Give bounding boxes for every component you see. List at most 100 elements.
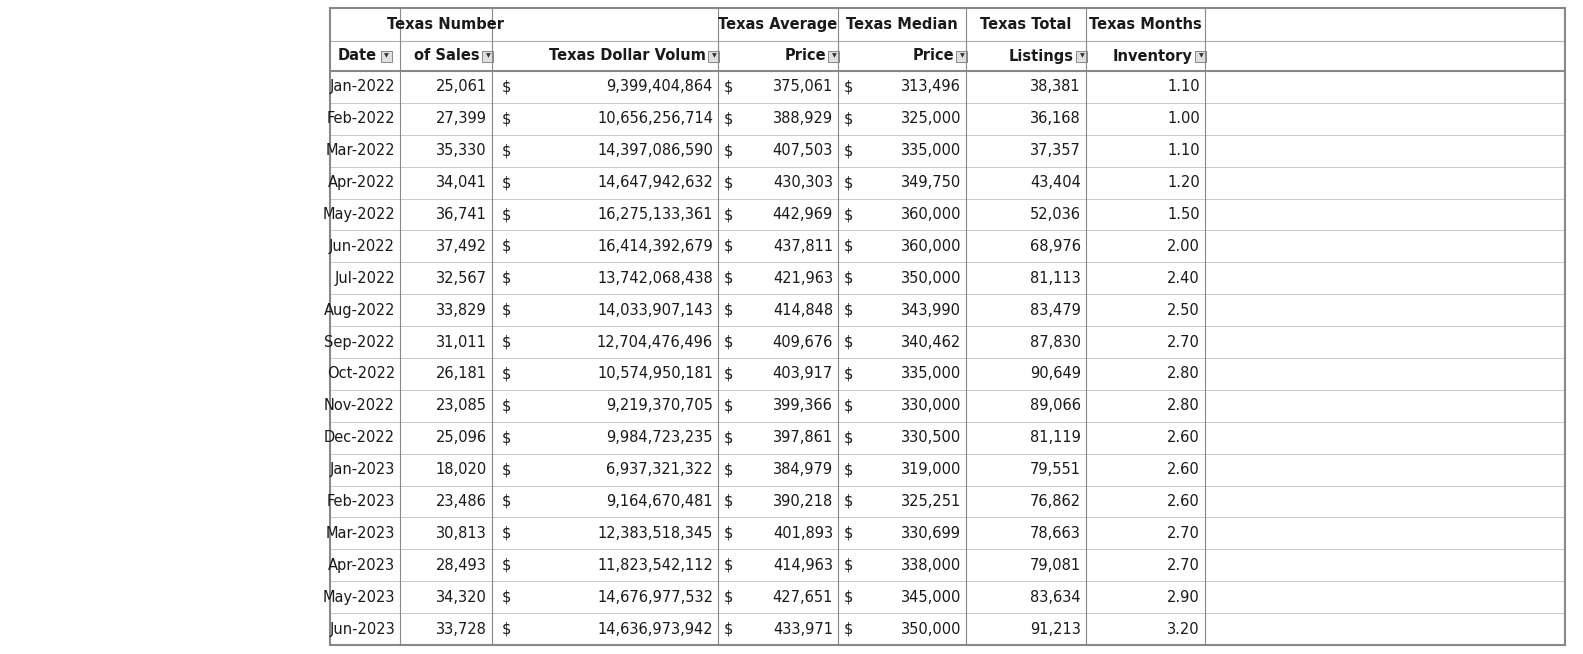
Text: 335,000: 335,000 [901,143,961,158]
Text: Apr-2023: Apr-2023 [328,558,396,573]
Text: May-2022: May-2022 [323,207,396,222]
Text: $: $ [844,175,853,190]
Text: Price: Price [912,48,955,63]
Text: 2.50: 2.50 [1167,303,1200,318]
Text: Price: Price [784,48,826,63]
Text: $: $ [502,558,511,573]
Text: 10,574,950,181: 10,574,950,181 [597,366,712,381]
Text: $: $ [502,207,511,222]
Text: $: $ [502,366,511,381]
Text: 33,829: 33,829 [437,303,488,318]
Text: ▼: ▼ [486,54,491,58]
Text: 76,862: 76,862 [1031,494,1081,509]
Text: $: $ [502,621,511,636]
Text: Nov-2022: Nov-2022 [325,398,396,413]
Text: 2.70: 2.70 [1167,335,1200,349]
Text: $: $ [723,303,733,318]
Text: ▼: ▼ [385,54,389,58]
Text: 9,219,370,705: 9,219,370,705 [606,398,712,413]
FancyBboxPatch shape [382,50,393,61]
Text: $: $ [723,111,733,126]
Text: $: $ [844,430,853,445]
Text: May-2023: May-2023 [323,590,396,605]
Text: $: $ [723,494,733,509]
Text: $: $ [502,430,511,445]
Text: ▼: ▼ [959,54,964,58]
Text: 34,041: 34,041 [437,175,488,190]
Text: Feb-2023: Feb-2023 [326,494,396,509]
Text: ▼: ▼ [712,54,717,58]
Text: 18,020: 18,020 [435,462,488,477]
FancyBboxPatch shape [1195,50,1206,61]
Text: 43,404: 43,404 [1031,175,1081,190]
Text: Texas Median: Texas Median [847,17,958,32]
Text: 25,096: 25,096 [435,430,488,445]
Text: 14,636,973,942: 14,636,973,942 [597,621,712,636]
Text: 360,000: 360,000 [901,207,961,222]
Text: $: $ [844,335,853,349]
Text: 1.20: 1.20 [1167,175,1200,190]
Text: 3.20: 3.20 [1167,621,1200,636]
Text: 14,647,942,632: 14,647,942,632 [597,175,712,190]
Text: Texas Number: Texas Number [388,17,505,32]
Text: ▼: ▼ [1198,54,1203,58]
Text: Jan-2022: Jan-2022 [329,79,396,94]
Text: $: $ [844,303,853,318]
Text: 427,651: 427,651 [773,590,833,605]
Text: 2.00: 2.00 [1167,239,1200,254]
Text: $: $ [723,271,733,286]
Text: $: $ [502,143,511,158]
Text: 13,742,068,438: 13,742,068,438 [597,271,712,286]
Text: 91,213: 91,213 [1031,621,1081,636]
Text: 78,663: 78,663 [1031,526,1081,541]
Text: 414,848: 414,848 [773,303,833,318]
Text: 384,979: 384,979 [773,462,833,477]
Text: 14,033,907,143: 14,033,907,143 [597,303,712,318]
Text: 35,330: 35,330 [437,143,488,158]
Text: $: $ [723,430,733,445]
Text: 81,119: 81,119 [1031,430,1081,445]
Text: 14,397,086,590: 14,397,086,590 [597,143,712,158]
Text: 330,000: 330,000 [901,398,961,413]
Text: $: $ [844,111,853,126]
Text: Aug-2022: Aug-2022 [323,303,396,318]
Text: Mar-2023: Mar-2023 [326,526,396,541]
Text: 350,000: 350,000 [901,621,961,636]
Text: $: $ [723,526,733,541]
Text: Mar-2022: Mar-2022 [326,143,396,158]
Text: Texas Months: Texas Months [1089,17,1201,32]
Text: 26,181: 26,181 [435,366,488,381]
Text: 325,251: 325,251 [901,494,961,509]
Text: 407,503: 407,503 [773,143,833,158]
Text: $: $ [844,494,853,509]
Text: $: $ [723,398,733,413]
Text: 414,963: 414,963 [773,558,833,573]
Text: Jun-2023: Jun-2023 [329,621,396,636]
FancyBboxPatch shape [709,50,720,61]
FancyBboxPatch shape [828,50,839,61]
Text: 9,164,670,481: 9,164,670,481 [606,494,712,509]
Text: 375,061: 375,061 [773,79,833,94]
Text: $: $ [844,143,853,158]
Text: 31,011: 31,011 [437,335,488,349]
Text: 2.70: 2.70 [1167,558,1200,573]
Text: $: $ [844,558,853,573]
Text: $: $ [723,207,733,222]
FancyBboxPatch shape [1076,50,1088,61]
Text: Date: Date [337,48,377,63]
Text: $: $ [844,621,853,636]
Text: Oct-2022: Oct-2022 [326,366,396,381]
Text: Jun-2022: Jun-2022 [329,239,396,254]
Text: $: $ [844,271,853,286]
Text: 38,381: 38,381 [1031,79,1081,94]
Text: 360,000: 360,000 [901,239,961,254]
Text: 433,971: 433,971 [773,621,833,636]
Text: Listings: Listings [1008,48,1073,63]
Text: 345,000: 345,000 [901,590,961,605]
Text: 343,990: 343,990 [901,303,961,318]
Text: Sep-2022: Sep-2022 [325,335,396,349]
Text: 36,741: 36,741 [437,207,488,222]
Text: 52,036: 52,036 [1031,207,1081,222]
Text: 319,000: 319,000 [901,462,961,477]
Text: 338,000: 338,000 [901,558,961,573]
